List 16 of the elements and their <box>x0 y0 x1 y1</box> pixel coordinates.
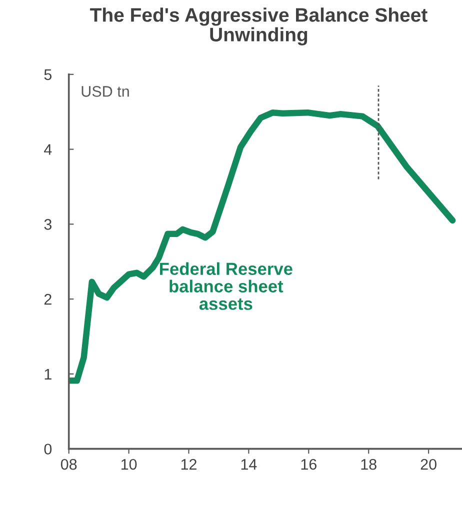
y-tick-label: 0 <box>44 444 52 455</box>
chart-title: The Fed's Aggressive Balance Sheet Unwinding <box>90 8 428 46</box>
x-tick-label: 14 <box>241 459 257 470</box>
y-tick-label: 4 <box>44 144 52 155</box>
y-tick-label: 1 <box>44 368 52 380</box>
x-tick-label: 10 <box>121 458 137 470</box>
series-label: Federal Reserve balance sheet assets <box>160 262 292 310</box>
x-tick-label: 08 <box>60 458 77 470</box>
x-tick-label: 20 <box>420 458 436 470</box>
y-tick-label: 2 <box>44 294 52 305</box>
y-tick-label: 3 <box>44 219 52 230</box>
x-tick-label: 12 <box>181 458 196 470</box>
x-tick-label: 16 <box>301 458 316 470</box>
annotation: USD tn <box>82 86 129 97</box>
y-tick-label: 5 <box>44 69 52 80</box>
x-tick-label: 18 <box>361 458 376 470</box>
